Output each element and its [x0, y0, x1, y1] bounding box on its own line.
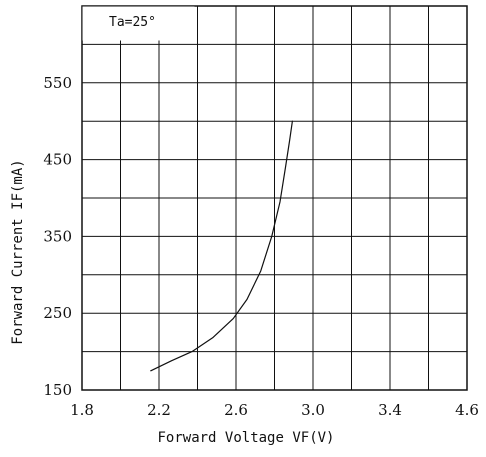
y-tick-label: 450	[43, 151, 72, 169]
x-tick-label: 2.2	[147, 401, 171, 419]
x-tick-label: 3.0	[301, 401, 325, 419]
y-tick-label: 350	[43, 227, 72, 245]
frame-layer	[81, 5, 468, 391]
annotation-box	[82, 6, 195, 41]
x-tick-label: 2.6	[224, 401, 248, 419]
x-tick-label: 1.8	[70, 401, 94, 419]
y-tick-label: 550	[43, 74, 72, 92]
x-axis-label: Forward Voltage VF(V)	[157, 430, 334, 446]
annotation-label: Ta=25°	[109, 15, 156, 30]
y-tick-label: 250	[43, 304, 72, 322]
plot-frame	[81, 5, 468, 391]
forward-current-curve	[150, 120, 293, 372]
series-layer	[150, 120, 293, 372]
grid-layer	[82, 6, 467, 390]
x-tick-label: 3.4	[378, 401, 402, 419]
y-axis-label: Forward Current IF(mA)	[10, 159, 26, 344]
label-layer: Ta=25° Forward Voltage VF(V) Forward Cur…	[10, 15, 479, 446]
y-tick-label: 150	[43, 381, 72, 399]
x-tick-label: 4.6	[455, 401, 479, 419]
